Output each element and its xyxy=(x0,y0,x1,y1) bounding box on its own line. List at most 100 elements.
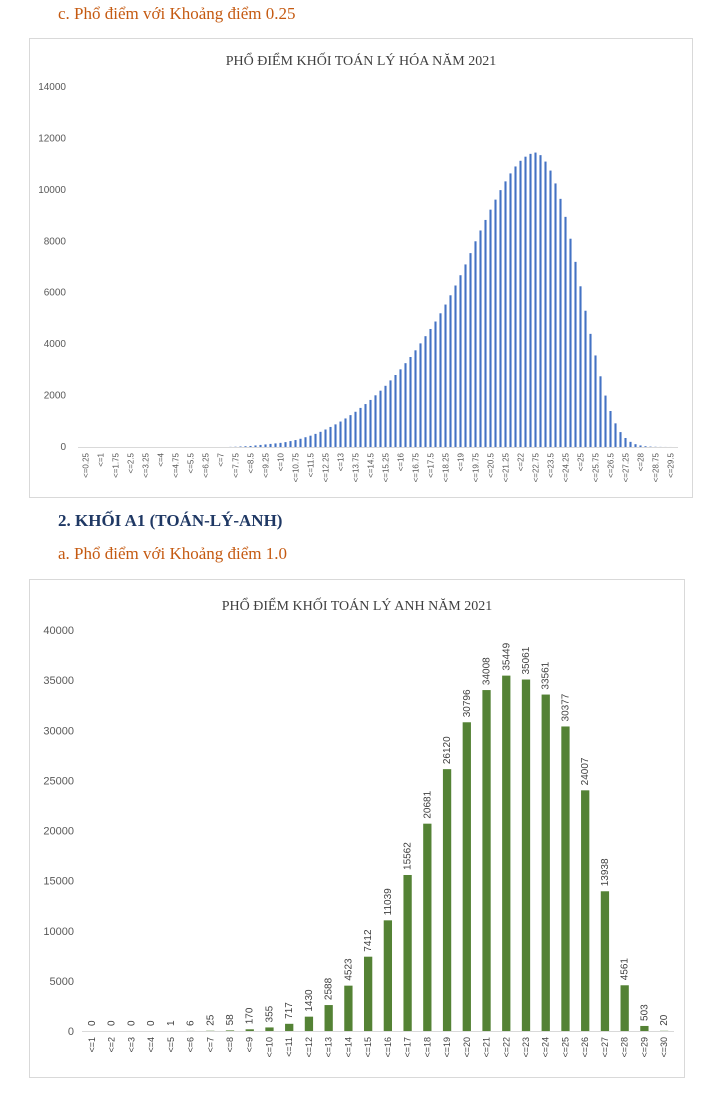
chart1-bar xyxy=(594,355,597,447)
chart1-bar xyxy=(554,183,557,447)
chart1-bar xyxy=(534,152,537,448)
chart1-bar xyxy=(369,399,372,447)
chart2-xtick: <=13 xyxy=(324,1037,334,1058)
chart1-xtick: <=13 xyxy=(337,452,346,471)
chart1-xtick: <=13.75 xyxy=(352,452,361,482)
chart1-bar xyxy=(474,241,477,447)
chart1-xtick: <=17.5 xyxy=(427,452,436,477)
chart2-ytick: 20000 xyxy=(43,826,74,838)
chart1-xtick: <=4.75 xyxy=(172,452,181,477)
chart1-xtick: <=16.75 xyxy=(412,452,421,482)
chart1-xtick: <=12.25 xyxy=(322,452,331,482)
chart2-bar xyxy=(265,1027,274,1031)
chart1-xtick: <=25 xyxy=(577,452,586,471)
chart1-ytick: 12000 xyxy=(38,133,66,144)
chart1-xtick: <=4 xyxy=(157,452,166,466)
chart1-ytick: 14000 xyxy=(38,82,66,93)
chart1-xtick: <=7 xyxy=(217,452,226,466)
chart2-xtick: <=24 xyxy=(541,1037,551,1058)
chart1-bar xyxy=(574,261,577,447)
chart1-bar xyxy=(299,438,302,447)
chart1-bar xyxy=(544,161,547,448)
chart1-bar xyxy=(614,423,617,447)
chart2-xtick: <=19 xyxy=(442,1037,452,1058)
chart1-bar xyxy=(539,155,542,447)
chart1-xtick: <=10.75 xyxy=(292,452,301,482)
chart2-data-label: 58 xyxy=(225,1014,236,1026)
chart2-data-label: 1430 xyxy=(304,989,315,1012)
chart1-xtick: <=24.25 xyxy=(562,452,571,482)
chart1-xtick: <=6.25 xyxy=(202,452,211,477)
chart1-bar xyxy=(619,432,622,447)
chart2-data-label: 0 xyxy=(146,1020,157,1026)
chart2-data-label: 717 xyxy=(284,1002,295,1019)
chart1-bar xyxy=(629,441,632,447)
chart2-bar xyxy=(561,726,570,1031)
chart1-bar xyxy=(429,328,432,447)
chart1-bar xyxy=(344,418,347,447)
chart2-data-label: 33561 xyxy=(541,661,552,689)
chart1-bar xyxy=(469,253,472,447)
chart1-bar xyxy=(584,310,587,447)
chart2-xtick: <=1 xyxy=(87,1037,97,1053)
section-c-title: c. Phổ điểm với Khoảng điểm 0.25 xyxy=(58,4,296,23)
chart1-xtick: <=21.25 xyxy=(502,452,511,482)
chart2-xtick: <=15 xyxy=(363,1037,373,1058)
chart1-bar xyxy=(334,424,337,447)
chart1-bar xyxy=(284,442,287,447)
chart1-bar xyxy=(499,190,502,447)
chart2-bar xyxy=(620,985,629,1031)
chart1-bar xyxy=(264,444,267,447)
chart2-data-label: 35449 xyxy=(501,642,512,670)
chart1-xtick: <=27.25 xyxy=(622,452,631,482)
chart2-bar xyxy=(502,675,511,1031)
chart2-data-label: 6 xyxy=(186,1020,197,1026)
chart2-data-label: 11039 xyxy=(383,888,394,916)
chart2-bar xyxy=(442,769,452,1031)
chart2-xtick: <=7 xyxy=(205,1037,215,1053)
chart1-bar xyxy=(464,264,467,447)
chart2-bar xyxy=(600,891,610,1031)
chart2-bar xyxy=(304,1016,314,1031)
chart1-bar xyxy=(254,445,257,447)
chart1-xtick: <=19.75 xyxy=(472,452,481,482)
chart2-bar xyxy=(225,1030,235,1031)
chart1-xtick: <=11.5 xyxy=(307,452,316,477)
chart1-xtick: <=16 xyxy=(397,452,406,471)
chart2-ytick: 25000 xyxy=(43,775,74,787)
chart2-xtick: <=2 xyxy=(107,1037,117,1053)
chart2-bar xyxy=(640,1025,649,1031)
chart1-bar xyxy=(374,395,377,447)
chart2-data-label: 355 xyxy=(264,1005,275,1022)
chart1-bar xyxy=(564,216,567,447)
chart1-bar xyxy=(639,445,642,447)
chart1-bar xyxy=(289,441,292,447)
chart1-ytick: 6000 xyxy=(44,288,67,299)
chart1-xtick: <=23.5 xyxy=(547,452,556,477)
chart1-bar xyxy=(349,415,352,447)
chart1-bar xyxy=(524,156,527,447)
chart2-xtick: <=25 xyxy=(560,1037,570,1058)
chart1-xtick: <=10 xyxy=(277,452,286,471)
chart1-xtick: <=19 xyxy=(457,452,466,471)
chart1-ytick: 8000 xyxy=(44,236,67,247)
chart1-bar xyxy=(589,333,592,447)
chart2-xtick: <=10 xyxy=(264,1037,274,1058)
chart1-bar xyxy=(304,437,307,447)
chart-toan-ly-anh: PHỔ ĐIỂM KHỐI TOÁN LÝ ANH NĂM 2021 0 5000… xyxy=(29,579,685,1078)
chart1-bar xyxy=(479,230,482,447)
chart2-data-label: 15562 xyxy=(403,842,414,870)
chart2-data-label: 24007 xyxy=(580,757,591,785)
chart2-ytick: 30000 xyxy=(43,725,74,737)
chart2-xtick: <=22 xyxy=(501,1037,511,1058)
chart1-ytick: 0 xyxy=(60,442,66,453)
chart2-data-label: 20681 xyxy=(422,790,433,818)
chart2-bar xyxy=(521,679,531,1031)
chart1-bar xyxy=(644,446,647,447)
chart2-bar xyxy=(383,920,393,1031)
chart1-bar xyxy=(399,369,402,447)
chart2-ytick: 40000 xyxy=(43,625,74,637)
chart2-xtick: <=26 xyxy=(580,1037,590,1058)
chart2-xtick: <=18 xyxy=(422,1037,432,1058)
section-a-title: a. Phổ điểm với Khoảng điểm 1.0 xyxy=(58,544,288,563)
